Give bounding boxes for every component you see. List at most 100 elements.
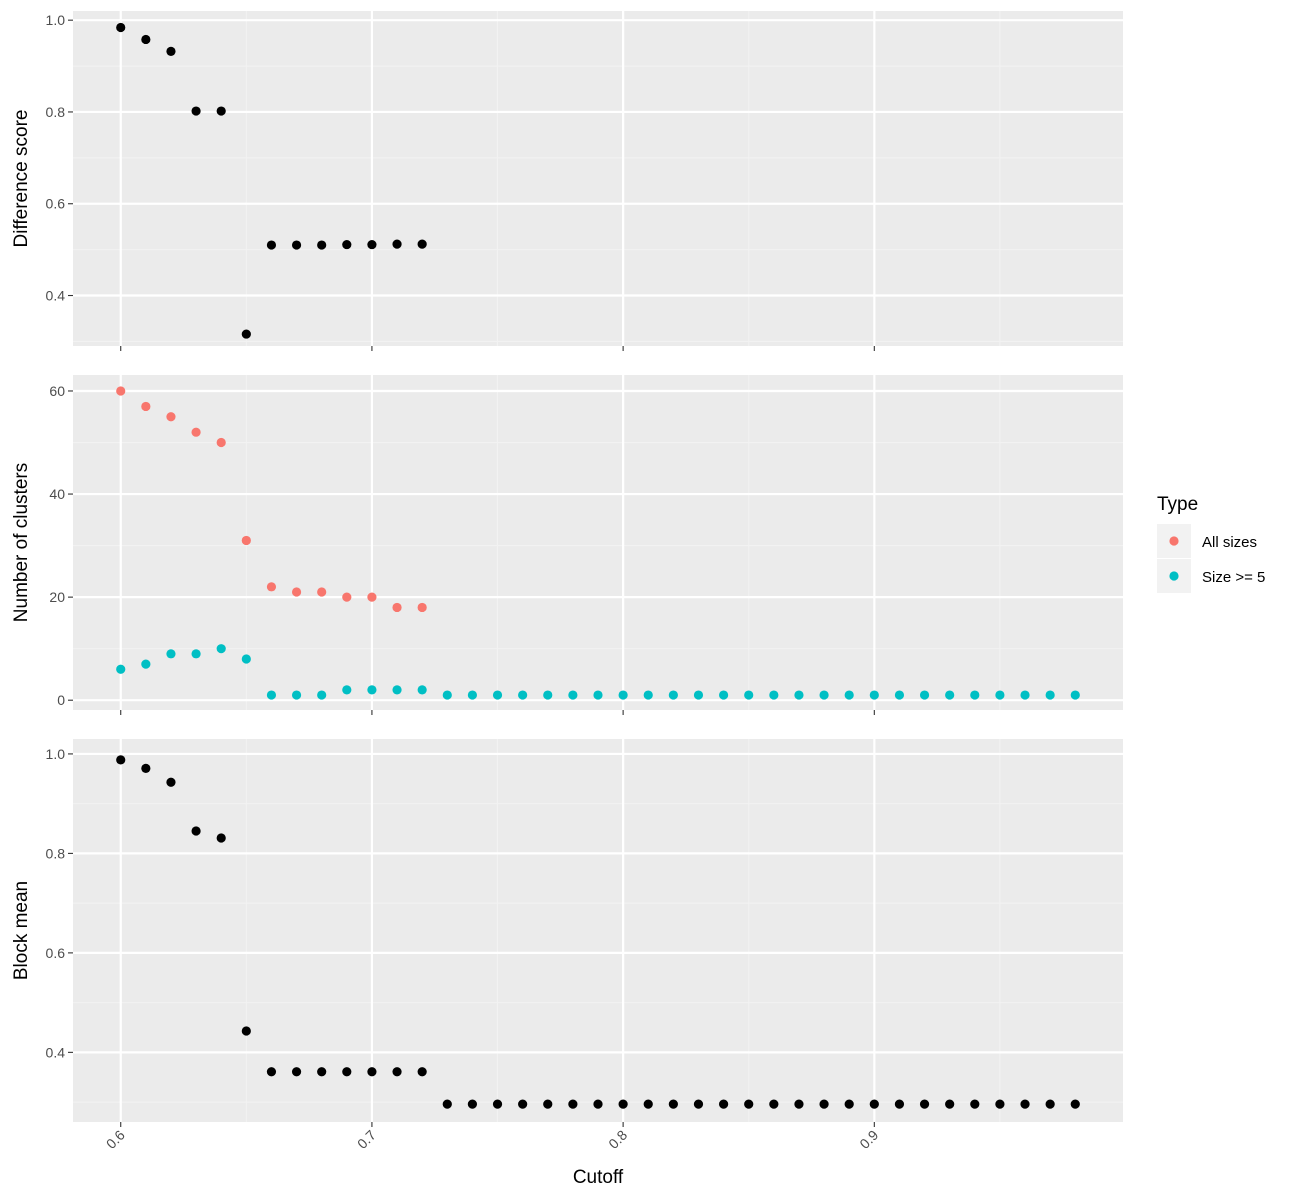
data-point <box>869 1099 879 1109</box>
data-point <box>467 1099 478 1109</box>
panel-2: 0 20 40 60 Number of clusters <box>11 375 1123 715</box>
data-point <box>593 1099 603 1109</box>
data-point <box>1070 1099 1080 1109</box>
data-point <box>518 690 528 700</box>
data-point <box>342 1067 352 1077</box>
data-point <box>518 1099 528 1109</box>
y-tick-label: 0.6 <box>46 945 66 961</box>
y-tick-label: 0.8 <box>46 104 66 120</box>
data-point <box>291 587 302 597</box>
data-point <box>392 239 402 249</box>
series-points <box>116 22 427 339</box>
data-point <box>216 106 226 116</box>
data-point <box>367 592 377 602</box>
data-point <box>116 664 126 674</box>
data-point <box>291 240 302 250</box>
data-point <box>317 1067 327 1077</box>
x-tick-label: 0.6 <box>103 1127 128 1152</box>
y-tick-label: 1.0 <box>46 12 66 28</box>
data-point <box>643 690 653 700</box>
data-point <box>241 654 251 664</box>
y-tick-label: 40 <box>49 486 65 502</box>
data-point <box>342 239 352 250</box>
data-point <box>116 22 126 33</box>
data-point <box>467 690 478 700</box>
data-point <box>744 1099 754 1109</box>
data-point <box>543 690 553 700</box>
data-point <box>1045 690 1055 700</box>
y-tick-label: 20 <box>49 589 65 605</box>
data-point <box>417 602 427 613</box>
panel-background <box>73 11 1123 346</box>
data-point <box>894 690 905 700</box>
data-point <box>266 240 277 250</box>
legend-title: Type <box>1157 494 1198 515</box>
panel-background <box>73 375 1123 710</box>
data-point <box>568 690 578 700</box>
y-tick-label: 0 <box>57 692 65 708</box>
data-point <box>367 685 377 695</box>
y-axis-title: Number of clusters <box>11 463 32 622</box>
data-point <box>241 1026 251 1036</box>
data-point <box>417 685 427 695</box>
data-point <box>794 1099 804 1109</box>
data-point <box>643 1099 653 1109</box>
data-point <box>141 34 151 45</box>
data-point <box>392 602 402 613</box>
panel-1: 0.4 0.6 0.8 1.0 Difference score <box>11 11 1123 351</box>
data-point <box>945 690 955 700</box>
data-point <box>266 690 277 700</box>
data-point <box>769 1099 779 1109</box>
data-point <box>367 1067 377 1077</box>
data-point <box>442 1099 452 1109</box>
x-axis: 0.6 0.7 0.8 0.9 <box>103 1127 882 1152</box>
data-point <box>1020 690 1030 700</box>
data-point <box>417 239 427 249</box>
data-point <box>894 1099 905 1109</box>
data-point <box>367 239 377 250</box>
x-tick-label: 0.7 <box>354 1127 379 1152</box>
data-point <box>618 690 628 700</box>
y-axis-title: Difference score <box>11 110 32 248</box>
y-tick-label: 0.6 <box>46 196 66 212</box>
data-point <box>392 1067 402 1077</box>
data-point <box>241 535 251 546</box>
data-point <box>769 690 779 700</box>
legend-label: All sizes <box>1202 534 1257 551</box>
data-point <box>291 1067 302 1077</box>
data-point <box>141 401 151 412</box>
data-point <box>744 690 754 700</box>
data-point <box>1045 1099 1055 1109</box>
legend-key-point <box>1169 571 1179 581</box>
data-point <box>543 1099 553 1109</box>
data-point <box>166 649 176 659</box>
series-all-sizes <box>116 386 427 613</box>
y-tick-label: 0.4 <box>46 288 66 304</box>
legend-label: Size >= 5 <box>1202 569 1265 586</box>
data-point <box>191 106 201 116</box>
data-point <box>919 1099 930 1109</box>
data-point <box>718 1099 729 1109</box>
series-size-5 <box>116 644 1080 700</box>
y-tick-label: 1.0 <box>46 746 66 762</box>
data-point <box>618 1099 628 1109</box>
legend-entry: All sizes <box>1157 524 1257 558</box>
x-tick-label: 0.8 <box>605 1127 630 1152</box>
data-point <box>1070 690 1080 700</box>
data-point <box>970 1099 980 1109</box>
data-point <box>492 1099 503 1109</box>
data-point <box>166 412 176 422</box>
legend-entries: All sizes Size >= 5 <box>1157 524 1265 593</box>
legend-entry: Size >= 5 <box>1157 559 1265 593</box>
data-point <box>166 777 176 787</box>
panels: 0.4 0.6 0.8 1.0 Difference score 0 20 40 60 Numbe… <box>11 11 1123 1127</box>
x-axis-title: Cutoff <box>573 1167 624 1188</box>
data-point <box>593 690 603 700</box>
data-point <box>794 690 804 700</box>
data-point <box>819 1099 829 1109</box>
data-point <box>191 649 201 659</box>
data-point <box>869 690 879 700</box>
y-tick-label: 60 <box>49 383 65 399</box>
data-point <box>342 592 352 602</box>
